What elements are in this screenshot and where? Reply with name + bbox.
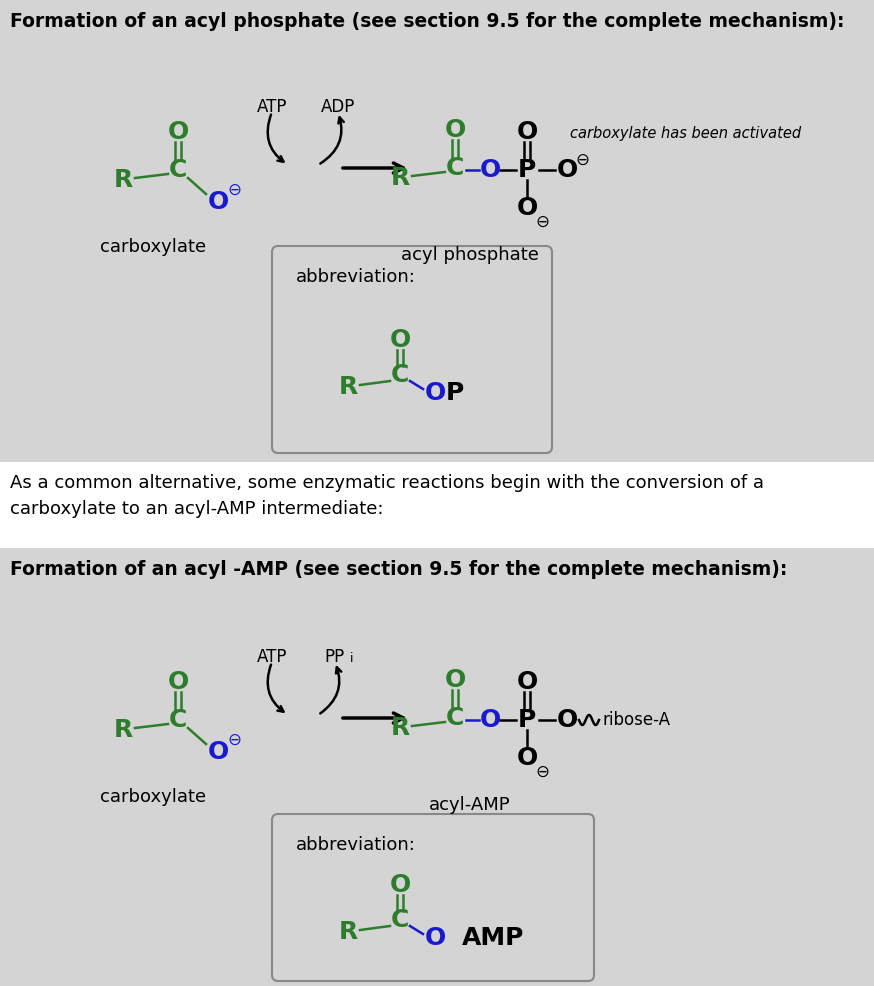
Text: ⊖: ⊖ <box>535 213 549 231</box>
Text: O: O <box>444 118 466 142</box>
Text: C: C <box>391 908 409 932</box>
Text: O: O <box>168 120 189 144</box>
Text: O: O <box>390 873 411 897</box>
Text: ATP: ATP <box>257 648 288 666</box>
Text: ⊖: ⊖ <box>227 731 241 749</box>
Text: O: O <box>517 670 538 694</box>
Text: Formation of an acyl -AMP (see section 9.5 for the complete mechanism):: Formation of an acyl -AMP (see section 9… <box>10 560 787 579</box>
Text: abbreviation:: abbreviation: <box>296 836 416 854</box>
Text: acyl-AMP: acyl-AMP <box>429 796 510 814</box>
Text: Formation of an acyl phosphate (see section 9.5 for the complete mechanism):: Formation of an acyl phosphate (see sect… <box>10 12 844 31</box>
Text: carboxylate: carboxylate <box>100 238 206 256</box>
Text: O: O <box>517 120 538 144</box>
Text: O: O <box>444 668 466 692</box>
Text: R: R <box>338 920 357 944</box>
Text: C: C <box>446 156 464 180</box>
Bar <box>0 548 874 986</box>
Text: C: C <box>169 158 187 182</box>
Text: carboxylate has been activated: carboxylate has been activated <box>570 126 801 141</box>
FancyBboxPatch shape <box>272 246 552 453</box>
Text: R: R <box>391 716 410 740</box>
Text: R: R <box>391 166 410 190</box>
Text: O: O <box>425 926 446 950</box>
Text: As a common alternative, some enzymatic reactions begin with the conversion of a: As a common alternative, some enzymatic … <box>10 474 764 492</box>
Text: acyl phosphate: acyl phosphate <box>401 246 539 264</box>
Text: P: P <box>446 381 464 405</box>
Text: i: i <box>350 652 354 665</box>
Text: P: P <box>518 158 536 182</box>
Text: O: O <box>207 190 229 214</box>
Text: carboxylate to an acyl-AMP intermediate:: carboxylate to an acyl-AMP intermediate: <box>10 500 384 518</box>
Text: C: C <box>446 706 464 730</box>
Bar <box>0 462 874 548</box>
Text: ribose-A: ribose-A <box>603 711 671 729</box>
Text: ⊖: ⊖ <box>227 181 241 199</box>
Text: C: C <box>169 708 187 732</box>
Text: PP: PP <box>325 648 345 666</box>
Bar <box>0 0 874 462</box>
Text: R: R <box>114 718 133 742</box>
Text: O: O <box>479 158 501 182</box>
Text: AMP: AMP <box>462 926 524 950</box>
Text: O: O <box>168 670 189 694</box>
Text: R: R <box>114 168 133 192</box>
Text: ADP: ADP <box>321 98 355 116</box>
Text: ⊖: ⊖ <box>535 763 549 781</box>
Text: O: O <box>557 708 578 732</box>
Text: ⊖: ⊖ <box>575 151 589 169</box>
Text: R: R <box>338 375 357 399</box>
Text: ATP: ATP <box>257 98 288 116</box>
Text: abbreviation:: abbreviation: <box>296 268 416 286</box>
Text: O: O <box>390 328 411 352</box>
Text: P: P <box>518 708 536 732</box>
Text: O: O <box>557 158 578 182</box>
Text: O: O <box>479 708 501 732</box>
Text: O: O <box>517 746 538 770</box>
Text: O: O <box>207 740 229 764</box>
Text: O: O <box>425 381 446 405</box>
FancyBboxPatch shape <box>272 814 594 981</box>
Text: O: O <box>517 196 538 220</box>
Text: C: C <box>391 363 409 387</box>
Text: carboxylate: carboxylate <box>100 788 206 806</box>
